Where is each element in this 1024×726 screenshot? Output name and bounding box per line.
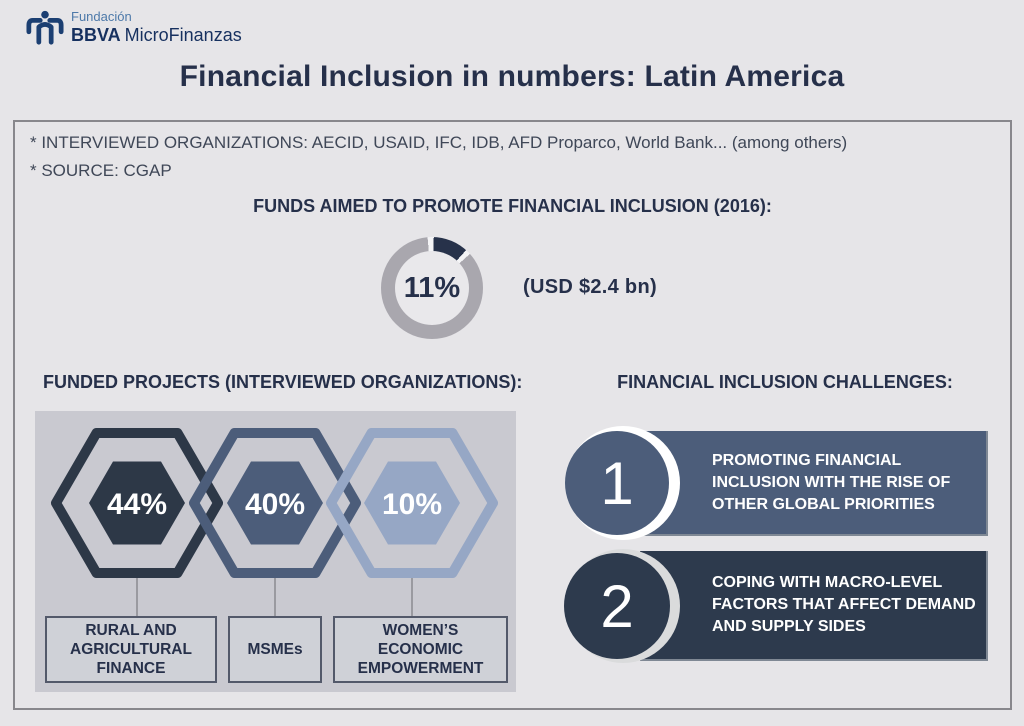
challenge-text-1: PROMOTING FINANCIAL INCLUSION WITH THE R… bbox=[712, 451, 951, 513]
hexagon-womens-empowerment: 10% bbox=[326, 428, 498, 578]
hexagon-value-1: 44% bbox=[107, 488, 167, 521]
funds-donut-chart: 11% bbox=[381, 237, 483, 339]
hexagon-outline-1 bbox=[51, 428, 223, 578]
funded-projects-panel: 44% 40% 10% RURAL AND AGRICULTURAL FINAN… bbox=[35, 411, 516, 692]
project-label-msmes: MSMEs bbox=[228, 616, 322, 683]
project-label-rural-finance: RURAL AND AGRICULTURAL FINANCE bbox=[45, 616, 217, 683]
hexagon-fill-2 bbox=[227, 461, 323, 545]
challenge-banner-1: PROMOTING FINANCIAL INCLUSION WITH THE R… bbox=[640, 431, 988, 536]
challenges-heading: FINANCIAL INCLUSION CHALLENGES: bbox=[617, 372, 953, 392]
challenge-number-2: 2 bbox=[600, 572, 634, 640]
source-note: * SOURCE: CGAP bbox=[30, 161, 172, 180]
content-frame bbox=[13, 120, 1012, 710]
hexagon-rural-finance: 44% bbox=[51, 428, 223, 578]
interviewed-organizations-note: * INTERVIEWED ORGANIZATIONS: AECID, USAI… bbox=[30, 133, 848, 152]
logo-brand-text: BBVA MicroFinanzas bbox=[71, 25, 242, 46]
challenge-text-2: COPING WITH MACRO-LEVEL FACTORS THAT AFF… bbox=[712, 574, 976, 635]
hexagon-value-3: 10% bbox=[382, 488, 442, 521]
hexagon-outline-2 bbox=[189, 428, 361, 578]
source-notes: * INTERVIEWED ORGANIZATIONS: AECID, USAI… bbox=[30, 129, 847, 185]
funds-amount-label: (USD $2.4 bn) bbox=[523, 276, 657, 298]
challenge-number-1: 1 bbox=[600, 449, 634, 517]
logo-bbva-text: BBVA bbox=[71, 25, 121, 46]
hexagon-outline-3 bbox=[326, 428, 498, 578]
challenge-banner-2: COPING WITH MACRO-LEVEL FACTORS THAT AFF… bbox=[640, 551, 988, 661]
challenge-number-circle-2: 2 bbox=[564, 553, 670, 659]
hexagon-chart: 44% 40% 10% bbox=[51, 428, 498, 616]
challenge-number-circle-1: 1 bbox=[565, 431, 669, 535]
page-title: Financial Inclusion in numbers: Latin Am… bbox=[179, 60, 845, 93]
logo-microfinanzas-text: MicroFinanzas bbox=[124, 25, 242, 46]
hexagon-fill-1 bbox=[89, 461, 185, 545]
hexagon-fill-3 bbox=[364, 461, 460, 545]
funded-projects-heading: FUNDED PROJECTS (INTERVIEWED ORGANIZATIO… bbox=[43, 372, 523, 392]
bbva-figure-icon bbox=[26, 10, 64, 45]
project-label-womens-empowerment: WOMEN’S ECONOMIC EMPOWERMENT bbox=[333, 616, 508, 683]
funds-heading: FUNDS AIMED TO PROMOTE FINANCIAL INCLUSI… bbox=[253, 196, 772, 216]
donut-center-value: 11% bbox=[395, 251, 469, 325]
hexagon-msmes: 40% bbox=[189, 428, 361, 578]
bbva-microfinanzas-logo: Fundación BBVA MicroFinanzas bbox=[26, 8, 242, 48]
logo-fundacion-text: Fundación bbox=[71, 8, 132, 24]
hexagon-value-2: 40% bbox=[245, 488, 305, 521]
